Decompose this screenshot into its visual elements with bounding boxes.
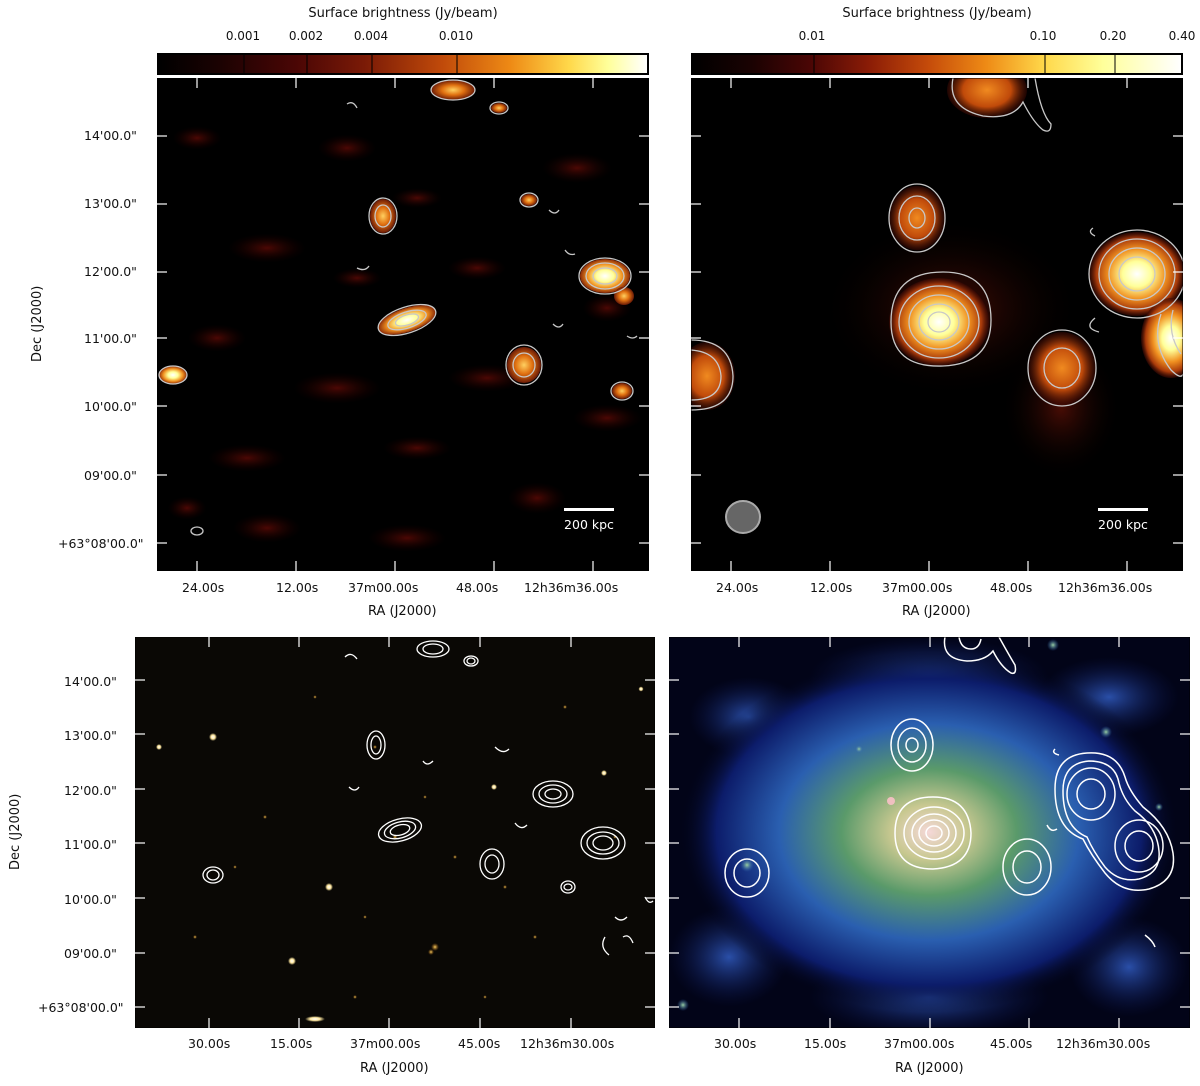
beam-ellipse [725, 500, 761, 534]
radio-map-right: 200 kpc [691, 78, 1183, 571]
x-axis-label: RA (J2000) [902, 604, 971, 619]
colorbar-tick: 0.10 [1029, 29, 1057, 43]
axis-ticks-tl [157, 78, 649, 571]
radio-sources [691, 78, 1183, 410]
radio-sources [159, 80, 634, 399]
y-axis-label: Dec (J2000) [30, 285, 45, 362]
x-tick: 48.00s [990, 580, 1033, 595]
colorbar-left [157, 53, 649, 75]
y-tick: +63°08'00.0" [38, 1000, 124, 1015]
radio-map-left: 200 kpc [157, 78, 649, 571]
x-tick: 45.00s [458, 1036, 501, 1051]
colorbar-tick: 0.40 [1168, 29, 1196, 43]
y-tick: +63°08'00.0" [58, 536, 144, 551]
x-tick: 37m00.00s [350, 1036, 421, 1051]
optical-image-panel [135, 637, 655, 1028]
x-tick: 12.00s [276, 580, 319, 595]
radio-contours [724, 637, 1175, 948]
stars [156, 686, 644, 1022]
x-tick: 12h36m30.00s [520, 1036, 615, 1051]
y-tick: 14'00.0" [64, 674, 117, 689]
x-tick: 37m00.00s [884, 1036, 955, 1051]
x-tick: 45.00s [990, 1036, 1033, 1051]
y-tick: 11'00.0" [64, 837, 117, 852]
axis-ticks-br [669, 637, 1190, 1028]
x-axis-label: RA (J2000) [360, 1061, 429, 1076]
colorbar-tick: 0.20 [1099, 29, 1127, 43]
colorbar-tick: 0.001 [225, 29, 261, 43]
y-tick: 12'00.0" [64, 783, 117, 798]
x-tick: 12h36m36.00s [524, 580, 619, 595]
colorbar-tick: 0.01 [798, 29, 826, 43]
scale-bar-label: 200 kpc [1098, 517, 1148, 532]
y-tick: 13'00.0" [64, 728, 117, 743]
y-tick: 11'00.0" [84, 331, 137, 346]
x-tick: 24.00s [716, 580, 759, 595]
x-tick: 30.00s [714, 1036, 757, 1051]
radio-contours [691, 78, 1183, 411]
y-tick: 12'00.0" [84, 264, 137, 279]
y-tick: 10'00.0" [64, 892, 117, 907]
radio-contours [202, 640, 654, 956]
colorbar-title-right: Surface brightness (Jy/beam) [842, 6, 1032, 21]
y-tick: 13'00.0" [84, 196, 137, 211]
y-tick: 10'00.0" [84, 399, 137, 414]
xray-image-panel [669, 637, 1190, 1028]
x-axis-label: RA (J2000) [895, 1061, 964, 1076]
x-tick: 48.00s [456, 580, 499, 595]
y-tick: 09'00.0" [64, 946, 117, 961]
colorbar-tick: 0.002 [288, 29, 324, 43]
noise-blobs [167, 126, 642, 552]
x-tick: 30.00s [188, 1036, 231, 1051]
colorbar-right [691, 53, 1183, 75]
scale-bar-right: 200 kpc [1093, 508, 1153, 532]
colorbar-tick: 0.010 [438, 29, 474, 43]
colorbar-title-left: Surface brightness (Jy/beam) [308, 6, 498, 21]
x-axis-label: RA (J2000) [368, 604, 437, 619]
x-tick: 12.00s [810, 580, 853, 595]
axis-ticks-bl [135, 637, 655, 1028]
colorbar-tick: 0.004 [353, 29, 389, 43]
axis-ticks-tr [691, 78, 1183, 571]
x-tick: 15.00s [804, 1036, 847, 1051]
y-tick: 14'00.0" [84, 128, 137, 143]
x-tick: 24.00s [182, 580, 225, 595]
cluster-emission [679, 652, 1179, 1012]
x-tick: 12h36m30.00s [1056, 1036, 1151, 1051]
scale-bar-left: 200 kpc [559, 508, 619, 532]
xray-point-sources [677, 639, 1163, 1011]
x-tick: 15.00s [270, 1036, 313, 1051]
y-tick: 09'00.0" [84, 468, 137, 483]
x-tick: 37m00.00s [348, 580, 419, 595]
x-tick: 37m00.00s [882, 580, 953, 595]
x-tick: 12h36m36.00s [1058, 580, 1153, 595]
y-axis-label: Dec (J2000) [8, 793, 23, 870]
radio-contours [158, 79, 638, 536]
scale-bar-label: 200 kpc [564, 517, 614, 532]
